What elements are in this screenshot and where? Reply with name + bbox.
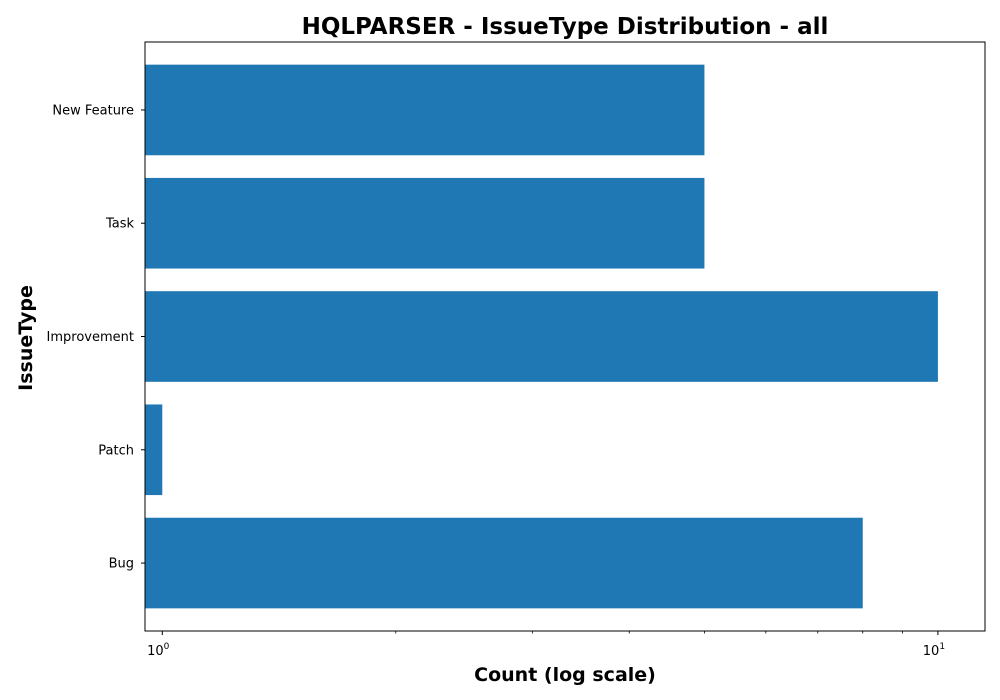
bars-layer — [145, 64, 938, 609]
bar-patch — [145, 404, 163, 496]
x-axis-title: Count (log scale) — [474, 664, 656, 686]
x-tick-label-base: 10 — [923, 644, 940, 659]
y-tick-label-task: Task — [105, 217, 135, 232]
y-tick-label-bug: Bug — [109, 557, 134, 572]
y-tick-label-patch: Patch — [98, 443, 134, 458]
y-tick-label-improvement: Improvement — [47, 330, 134, 345]
x-tick-label-exponent: 1 — [939, 642, 945, 652]
y-tick-label-new-feature: New Feature — [52, 103, 134, 118]
bar-task — [145, 177, 705, 269]
bar-improvement — [145, 291, 938, 382]
x-tick-label-exponent: 0 — [164, 642, 170, 652]
x-tick-label: 101 — [923, 642, 945, 659]
bar-bug — [145, 517, 863, 609]
x-tick-label: 100 — [147, 642, 170, 659]
y-axis-title: IssueType — [15, 285, 37, 391]
chart-title: HQLPARSER - IssueType Distribution - all — [302, 14, 829, 40]
bar-new-feature — [145, 64, 705, 156]
x-tick-label-base: 10 — [147, 644, 164, 659]
